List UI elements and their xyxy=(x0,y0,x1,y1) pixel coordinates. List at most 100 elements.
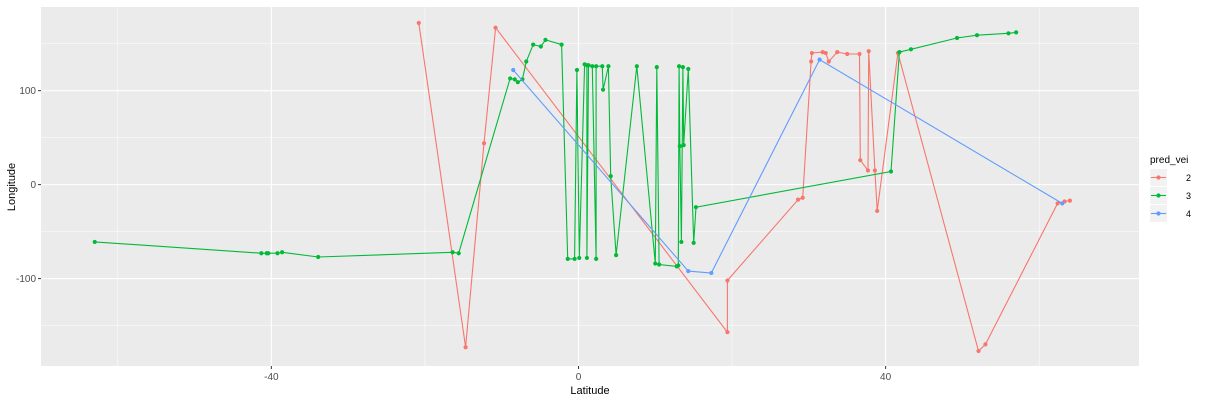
data-point xyxy=(259,251,264,256)
data-point xyxy=(634,64,639,69)
data-point xyxy=(1067,198,1072,203)
data-point xyxy=(725,330,730,335)
data-point xyxy=(872,168,877,173)
data-point xyxy=(653,261,658,266)
series-3 xyxy=(92,30,1019,269)
data-point xyxy=(531,42,536,47)
y-tick-label: 0 xyxy=(30,180,36,191)
data-point xyxy=(809,50,815,56)
data-point xyxy=(584,255,590,261)
data-point xyxy=(835,50,840,55)
series-layer xyxy=(92,20,1072,354)
data-point xyxy=(875,208,880,214)
data-point xyxy=(686,66,691,72)
data-point xyxy=(590,64,595,69)
legend-key-4: 4 xyxy=(1150,205,1191,222)
data-point xyxy=(456,251,461,256)
data-point xyxy=(677,143,682,149)
data-point xyxy=(693,205,699,210)
data-point xyxy=(954,35,960,41)
y-axis-title: Longitude xyxy=(6,163,18,211)
data-point xyxy=(600,87,606,92)
legend: pred_vei 2 3 4 xyxy=(1150,155,1191,222)
data-point xyxy=(543,37,548,42)
data-point xyxy=(608,174,613,179)
data-point xyxy=(606,64,611,69)
data-point xyxy=(538,44,543,49)
data-point xyxy=(614,253,619,258)
data-point xyxy=(681,143,686,148)
series-2 xyxy=(416,20,1072,354)
data-point xyxy=(691,240,696,245)
data-point xyxy=(463,345,468,350)
data-point xyxy=(515,80,520,85)
data-point xyxy=(897,50,902,55)
data-point xyxy=(709,270,714,276)
data-point xyxy=(559,42,564,47)
data-point xyxy=(275,251,280,256)
data-point xyxy=(511,67,516,73)
y-tick-label: -100 xyxy=(16,274,36,285)
data-point xyxy=(1060,201,1065,206)
data-point xyxy=(865,168,871,173)
data-point xyxy=(857,51,862,57)
data-point xyxy=(92,239,97,245)
legend-key-2: 2 xyxy=(1150,169,1191,186)
data-point xyxy=(266,251,271,256)
series-4 xyxy=(511,57,1065,276)
data-point xyxy=(676,263,681,268)
data-point xyxy=(1014,30,1019,35)
data-point xyxy=(845,51,850,57)
legend-key-point xyxy=(1156,211,1161,216)
data-point xyxy=(416,20,421,26)
data-point xyxy=(572,256,577,261)
data-point xyxy=(823,50,828,56)
y-tick-label: 100 xyxy=(19,86,36,97)
data-point xyxy=(680,65,686,70)
data-point xyxy=(679,239,684,245)
data-point xyxy=(686,268,691,274)
legend-key-3: 3 xyxy=(1150,187,1191,204)
data-point xyxy=(512,77,517,82)
plot-panel xyxy=(41,7,1139,366)
legend-key-point xyxy=(1156,193,1161,198)
data-point xyxy=(795,197,801,202)
data-point xyxy=(520,77,525,82)
legend-title: pred_vei xyxy=(1150,155,1188,166)
data-point xyxy=(594,64,599,69)
data-point xyxy=(316,254,321,260)
data-point xyxy=(577,255,582,261)
data-point xyxy=(866,49,871,54)
x-axis-title: Latitude xyxy=(570,385,609,397)
data-point xyxy=(809,59,814,64)
grid xyxy=(41,7,1139,366)
data-point xyxy=(1055,201,1060,206)
data-point xyxy=(858,158,863,163)
data-point xyxy=(279,250,285,255)
legend-label: 2 xyxy=(1186,173,1191,183)
data-point xyxy=(450,250,455,255)
data-point xyxy=(657,262,662,267)
data-point xyxy=(481,141,487,146)
data-point xyxy=(908,47,914,52)
data-point xyxy=(586,63,591,68)
data-point xyxy=(600,64,605,69)
data-point xyxy=(594,256,599,261)
data-point xyxy=(800,195,805,200)
data-point xyxy=(817,57,822,62)
x-tick-label: -40 xyxy=(264,372,279,383)
x-tick-label: 0 xyxy=(576,372,582,383)
data-point xyxy=(524,59,529,64)
x-tick-label: 40 xyxy=(880,372,892,383)
data-point xyxy=(654,65,659,70)
data-point xyxy=(826,59,831,64)
legend-key-point xyxy=(1156,175,1161,180)
data-point xyxy=(983,342,988,347)
data-point xyxy=(508,76,513,81)
data-point xyxy=(974,33,980,38)
data-point xyxy=(725,278,730,283)
legend-label: 3 xyxy=(1186,191,1191,201)
data-point xyxy=(574,67,580,73)
data-point xyxy=(1006,31,1011,36)
